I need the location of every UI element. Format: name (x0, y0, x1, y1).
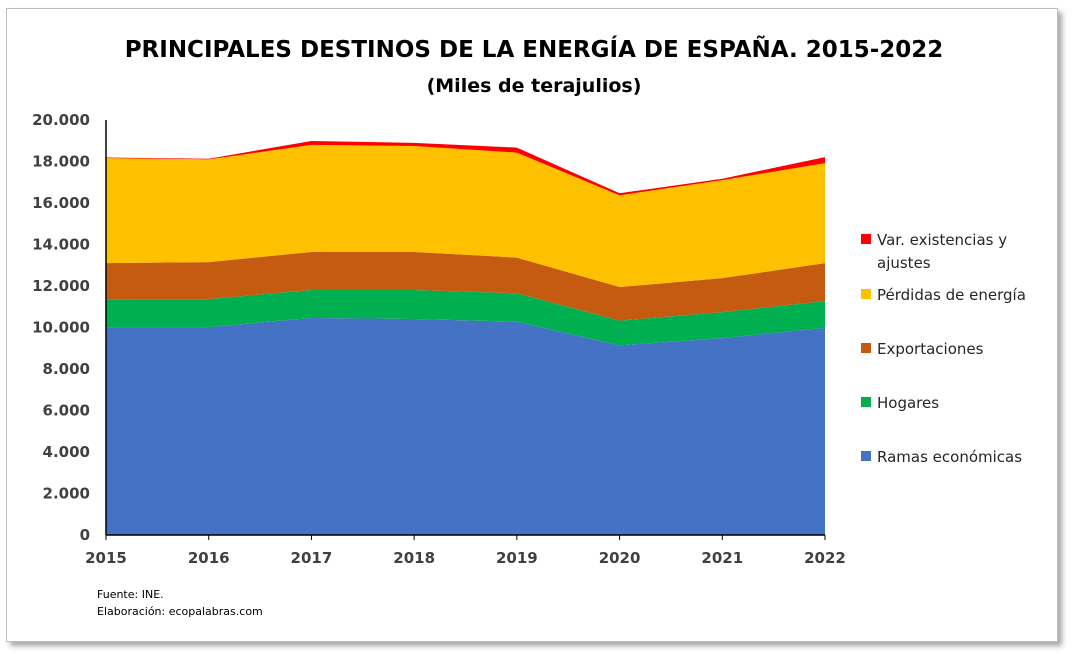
x-tick-label: 2020 (599, 549, 641, 567)
legend-swatch (861, 343, 871, 353)
y-tick-label: 6.000 (43, 402, 90, 420)
legend-item: Pérdidas de energía (861, 286, 1026, 304)
x-tick-label: 2019 (496, 549, 538, 567)
y-tick-label: 20.000 (32, 111, 90, 129)
x-tick-label: 2015 (85, 549, 127, 567)
legend-swatch (861, 289, 871, 299)
y-tick-label: 14.000 (32, 236, 90, 254)
legend-item: Hogares (861, 394, 939, 412)
y-tick-label: 18.000 (32, 153, 90, 171)
area-hogares (106, 289, 825, 346)
legend-item: Var. existencias y ajustes (861, 231, 1007, 272)
legend-item: Ramas económicas (861, 448, 1022, 466)
x-tick-label: 2018 (393, 549, 435, 567)
legend-item: Exportaciones (861, 340, 984, 358)
legend-label: Pérdidas de energía (877, 286, 1026, 304)
y-tick-label: 0 (80, 526, 90, 544)
legend-label: Var. existencias y (877, 231, 1007, 249)
legend-swatch (861, 234, 871, 244)
area-ramas-econ-micas (106, 317, 825, 535)
y-tick-label: 16.000 (32, 194, 90, 212)
chart-subtitle: (Miles de terajulios) (427, 75, 642, 97)
legend-label: Ramas económicas (877, 448, 1022, 466)
chart-title: PRINCIPALES DESTINOS DE LA ENERGÍA DE ES… (125, 35, 944, 63)
credit-note: Elaboración: ecopalabras.com (97, 605, 263, 618)
source-note: Fuente: INE. (97, 588, 164, 601)
area-exportaciones (106, 251, 825, 321)
legend-swatch (861, 451, 871, 461)
area-p-rdidas-de-energ-a (106, 144, 825, 288)
x-tick-label: 2017 (291, 549, 333, 567)
y-tick-label: 2.000 (43, 485, 90, 503)
legend-label: Exportaciones (877, 340, 984, 358)
x-tick-label: 2016 (188, 549, 230, 567)
legend-label: ajustes (877, 254, 931, 272)
y-tick-label: 12.000 (32, 277, 90, 295)
y-tick-label: 4.000 (43, 443, 90, 461)
legend-label: Hogares (877, 394, 939, 412)
x-tick-label: 2021 (701, 549, 743, 567)
x-tick-label: 2022 (804, 549, 846, 567)
y-tick-label: 8.000 (43, 360, 90, 378)
y-tick-label: 10.000 (32, 319, 90, 337)
legend-swatch (861, 397, 871, 407)
